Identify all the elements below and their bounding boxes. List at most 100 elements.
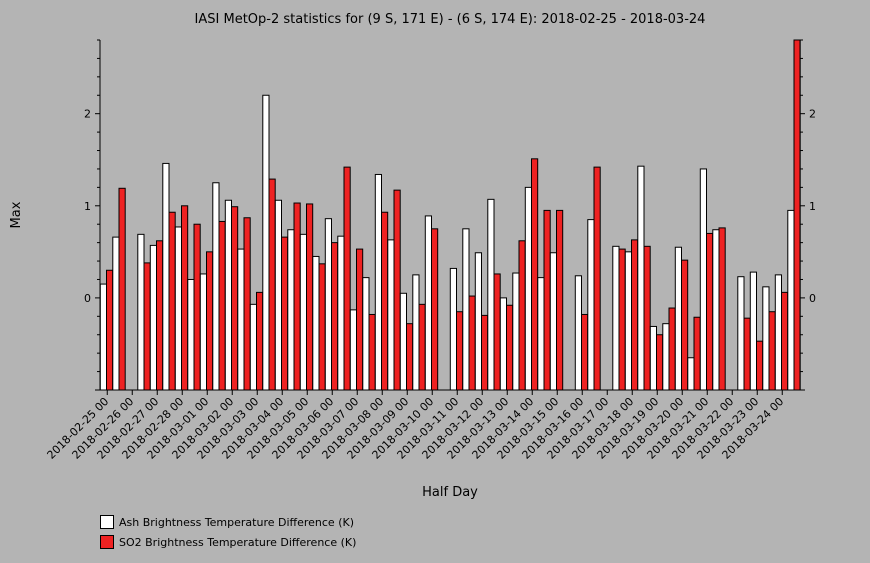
bar-so2 [293, 202, 301, 391]
legend-swatch-so2 [100, 535, 114, 549]
bar-so2 [368, 313, 376, 391]
bar-so2 [418, 303, 426, 391]
bar-so2 [243, 217, 251, 391]
bar-so2 [206, 251, 214, 391]
legend: Ash Brightness Temperature Difference (K… [100, 512, 356, 552]
bar-so2 [518, 240, 526, 391]
bar-ash [299, 233, 307, 391]
bar-ash [224, 199, 233, 391]
bar-so2 [743, 317, 751, 391]
y-tick-label-right: 1 [809, 200, 816, 213]
bar-so2 [643, 245, 651, 391]
bar-so2 [493, 273, 501, 391]
y-tick-label-right: 2 [809, 108, 816, 121]
bar-so2 [506, 304, 514, 391]
bar-so2 [156, 240, 164, 391]
y-tick-label-left: 1 [84, 200, 91, 213]
bar-ash [362, 277, 370, 391]
x-axis-label: Half Day [422, 485, 478, 500]
bar-so2 [231, 206, 239, 391]
bar-ash [637, 165, 645, 391]
bar-ash [462, 228, 470, 391]
bar-so2 [618, 248, 626, 391]
bar-so2 [318, 263, 326, 391]
bar-ash [499, 297, 507, 391]
bar-ash [149, 244, 158, 391]
bar-so2 [118, 187, 126, 391]
bar-ash [237, 248, 245, 391]
y-tick-label-right: 0 [809, 292, 816, 305]
bar-ash [274, 199, 282, 391]
bar-ash [662, 323, 670, 391]
bar-so2 [456, 311, 464, 391]
bar-ash [487, 198, 495, 391]
bar-ash [424, 215, 432, 391]
bar-so2 [106, 269, 114, 391]
bar-so2 [543, 209, 551, 391]
bar-ash [349, 309, 357, 391]
bar-so2 [143, 262, 151, 391]
bar-so2 [706, 232, 714, 391]
bar-ash [249, 303, 258, 391]
bar-ash [699, 168, 707, 391]
bar-ash [262, 94, 270, 391]
bar-ash [587, 219, 595, 391]
bar-so2 [593, 166, 601, 391]
bar-so2 [356, 248, 364, 391]
bar-ash [449, 267, 457, 391]
bar-ash [112, 236, 120, 391]
bar-so2 [406, 323, 414, 391]
bar-so2 [681, 259, 689, 391]
bar-so2 [793, 39, 801, 391]
bar-ash [174, 226, 183, 391]
bar-ash [537, 277, 545, 391]
bar-ash [99, 283, 108, 391]
axes [99, 40, 801, 391]
bar-ash [524, 186, 532, 391]
bar-ash [187, 278, 195, 391]
bar-so2 [756, 340, 764, 391]
bar-so2 [268, 178, 276, 391]
legend-label-ash: Ash Brightness Temperature Difference (K… [119, 515, 354, 529]
bar-so2 [631, 239, 639, 391]
bar-ash [137, 233, 145, 391]
y-tick-label-left: 0 [84, 292, 91, 305]
bar-ash [649, 325, 657, 391]
bar-ash [287, 229, 295, 391]
legend-item-ash: Ash Brightness Temperature Difference (K… [100, 512, 356, 532]
bar-so2 [693, 316, 701, 391]
bar-ash [374, 173, 382, 391]
bar-so2 [381, 211, 389, 391]
bar-so2 [431, 228, 439, 391]
bar-ash [399, 292, 407, 391]
legend-label-so2: SO2 Brightness Temperature Difference (K… [119, 535, 357, 549]
bar-so2 [181, 205, 189, 391]
bar-ash [199, 273, 208, 391]
bar-so2 [781, 291, 789, 391]
bar-ash [787, 209, 795, 391]
bar-ash [212, 182, 220, 391]
bar-ash [337, 235, 345, 391]
bar-so2 [343, 166, 351, 391]
bar-so2 [256, 291, 264, 391]
bar-ash [687, 357, 695, 391]
bar-ash [387, 239, 395, 391]
bars [99, 39, 801, 391]
y-ticks: 0 0 1 1 2 2 [84, 39, 816, 391]
bar-so2 [393, 189, 401, 391]
bar-ash [512, 272, 520, 391]
bar-so2 [331, 242, 339, 391]
bar-ash [624, 251, 632, 391]
bar-so2 [218, 220, 226, 391]
bar-ash [674, 246, 682, 391]
bar-ash [312, 255, 320, 391]
bar-so2 [581, 313, 589, 391]
bar-ash [574, 275, 582, 391]
bar-so2 [168, 211, 176, 391]
bar-ash [162, 162, 170, 391]
bar-so2 [481, 314, 489, 391]
bar-ash [549, 252, 557, 391]
bar-so2 [193, 223, 201, 391]
